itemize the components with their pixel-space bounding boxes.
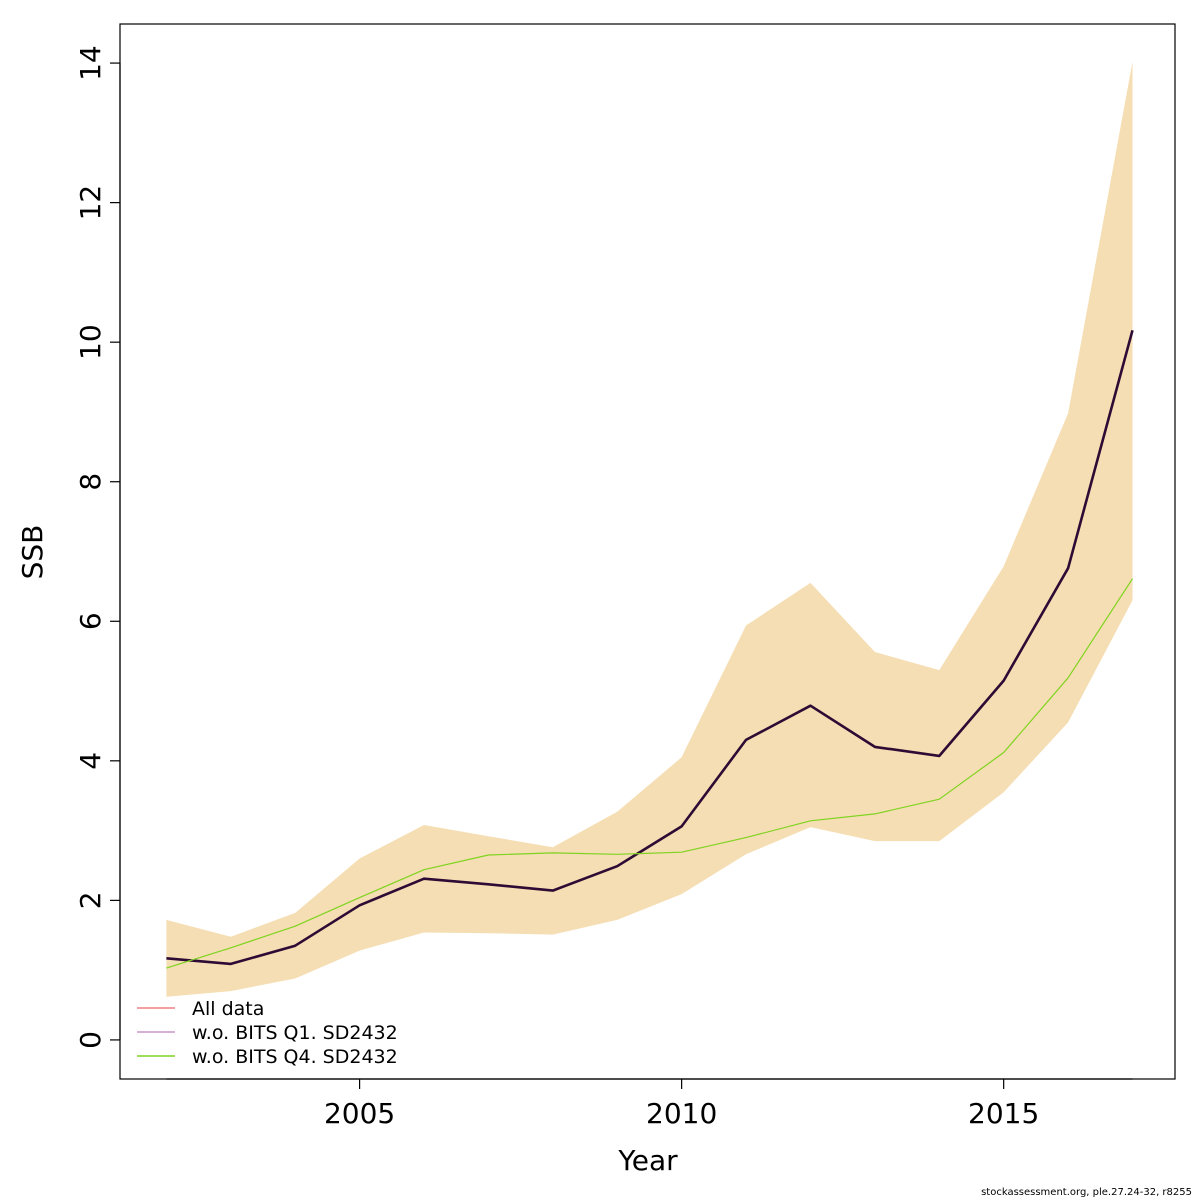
y-tick-label: 0 [74, 1031, 107, 1049]
footer-credit: stockassessment.org, ple.27.24-32, r8255 [981, 1187, 1192, 1198]
y-axis: 0 2 4 6 8 10 12 14 [74, 45, 121, 1049]
legend-label: w.o. BITS Q1. SD2432 [192, 1022, 398, 1044]
x-axis: 2005 2010 2015 [166, 1078, 1133, 1130]
y-tick-label: 6 [74, 612, 107, 630]
y-tick-label: 2 [74, 891, 107, 909]
x-tick-label: 2010 [646, 1097, 717, 1130]
legend-label: w.o. BITS Q4. SD2432 [192, 1046, 398, 1068]
series-line-2 [166, 578, 1134, 969]
y-axis-label: SSB [16, 525, 49, 580]
x-tick-label: 2015 [968, 1097, 1039, 1130]
y-tick-label: 12 [74, 185, 107, 221]
x-axis-label: Year [617, 1144, 678, 1177]
y-tick-label: 8 [74, 473, 107, 491]
y-tick-label: 4 [74, 752, 107, 770]
series-lines [166, 329, 1134, 969]
x-tick-label: 2005 [324, 1097, 395, 1130]
legend-label: All data [192, 998, 264, 1020]
y-tick-label: 14 [74, 45, 107, 81]
confidence-band [166, 61, 1133, 997]
series-line-1 [166, 329, 1134, 966]
y-tick-label: 10 [74, 324, 107, 360]
ci-band-area [166, 61, 1133, 997]
